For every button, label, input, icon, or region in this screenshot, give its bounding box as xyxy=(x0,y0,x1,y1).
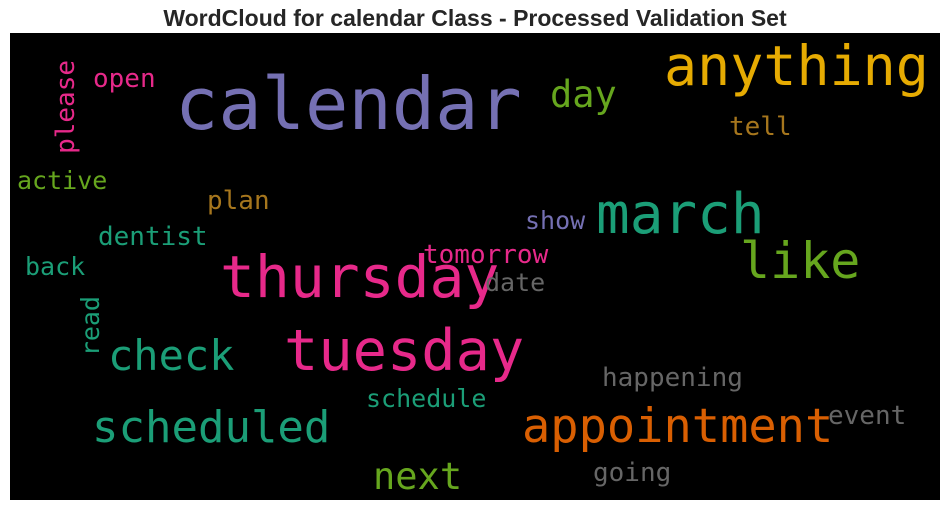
word-happening: happening xyxy=(602,363,743,393)
word-open: open xyxy=(93,64,156,94)
word-next: next xyxy=(373,455,463,498)
word-back: back xyxy=(25,252,86,281)
word-day: day xyxy=(550,73,617,116)
word-check: check xyxy=(108,331,235,380)
word-active: active xyxy=(17,166,108,195)
word-going: going xyxy=(593,458,672,488)
word-please: please xyxy=(51,60,81,154)
word-dentist: dentist xyxy=(98,222,208,252)
word-date: date xyxy=(485,268,546,297)
word-cloud: calendar anything march thursday tuesday… xyxy=(10,33,940,500)
word-like: like xyxy=(740,232,861,290)
word-event: event xyxy=(828,401,907,431)
word-plan: plan xyxy=(207,186,270,216)
word-march: march xyxy=(596,182,765,247)
word-thursday: thursday xyxy=(220,243,500,311)
chart-title: WordCloud for calendar Class - Processed… xyxy=(163,5,787,31)
word-schedule: schedule xyxy=(366,384,487,413)
word-anything: anything xyxy=(664,34,929,98)
word-scheduled: scheduled xyxy=(92,402,331,453)
word-calendar: calendar xyxy=(175,62,522,146)
word-appointment: appointment xyxy=(522,399,834,454)
word-tuesday: tuesday xyxy=(284,318,525,384)
word-tomorrow: tomorrow xyxy=(423,240,549,270)
word-tell: tell xyxy=(729,112,792,142)
word-show: show xyxy=(525,206,586,235)
word-read: read xyxy=(76,296,105,357)
